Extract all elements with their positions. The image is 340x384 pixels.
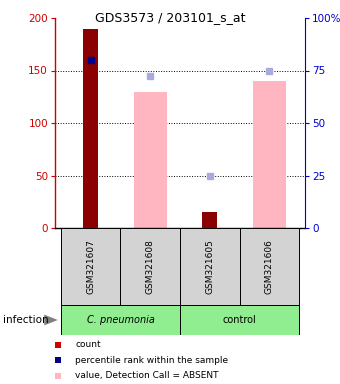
Bar: [120, 228, 180, 305]
Bar: [180, 305, 299, 335]
Bar: [83, 28, 98, 228]
Bar: [180, 228, 239, 305]
Text: percentile rank within the sample: percentile rank within the sample: [75, 356, 228, 365]
Bar: [134, 91, 167, 228]
Text: GDS3573 / 203101_s_at: GDS3573 / 203101_s_at: [95, 11, 245, 24]
Bar: [61, 228, 120, 305]
Bar: [253, 81, 286, 228]
Text: GSM321605: GSM321605: [205, 239, 214, 294]
Text: GSM321606: GSM321606: [265, 239, 274, 294]
Text: count: count: [75, 341, 101, 349]
Text: GSM321608: GSM321608: [146, 239, 155, 294]
Text: control: control: [223, 315, 256, 325]
Text: GSM321607: GSM321607: [86, 239, 95, 294]
Text: infection: infection: [3, 315, 49, 325]
Text: value, Detection Call = ABSENT: value, Detection Call = ABSENT: [75, 371, 219, 380]
Bar: [61, 305, 180, 335]
Text: C. pneumonia: C. pneumonia: [87, 315, 154, 325]
Bar: [202, 212, 217, 228]
Bar: [239, 228, 299, 305]
Polygon shape: [44, 314, 58, 325]
